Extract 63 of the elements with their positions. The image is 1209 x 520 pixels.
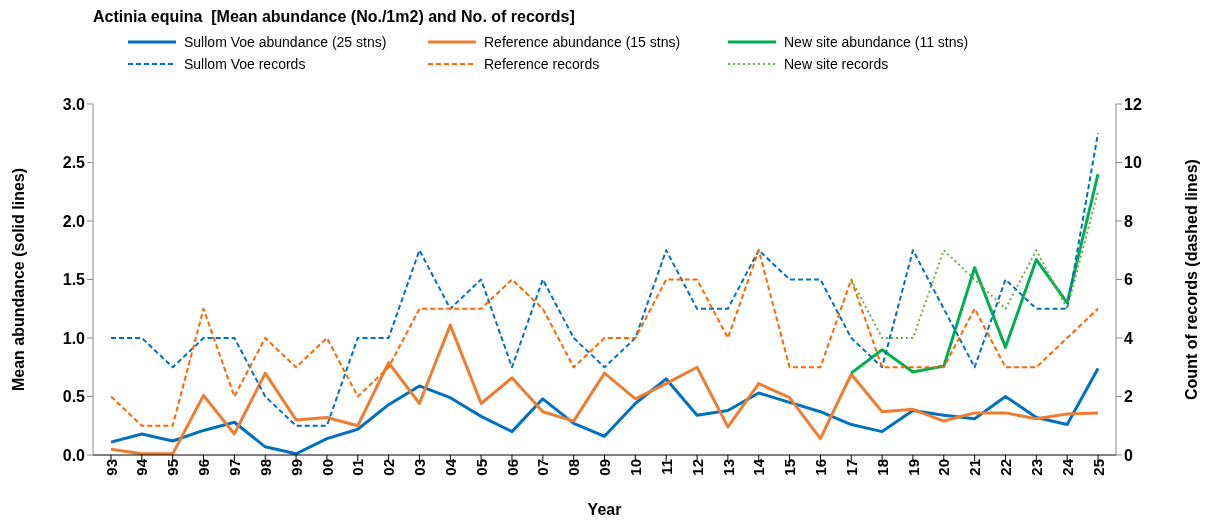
x-tick-label: 17: [842, 459, 860, 476]
x-tick-label: 94: [133, 458, 151, 476]
x-tick-label: 25: [1089, 459, 1107, 476]
line-series: [849, 172, 1100, 375]
y-tick-label: 1.5: [62, 271, 86, 289]
x-tick-label: 20: [935, 459, 953, 476]
x-tick-label: 09: [596, 459, 614, 476]
legend-label: Reference abundance (15 stns): [484, 34, 681, 50]
x-tick-label: 00: [318, 459, 336, 476]
x-tick-label: 24: [1058, 458, 1076, 476]
x-tick-label: 12: [688, 459, 706, 476]
y2-tick-label: 2: [1124, 388, 1133, 406]
y-tick-label: 0.0: [62, 446, 86, 464]
line-series: [110, 132, 1099, 427]
line-series: [109, 366, 1100, 455]
y2-tick-label: 10: [1124, 154, 1142, 172]
y2-tick-label: 0: [1124, 446, 1133, 464]
x-tick-label: 06: [503, 459, 521, 476]
legend-label: Reference records: [484, 56, 600, 72]
x-tick-label: 07: [534, 459, 552, 476]
x-tick-label: 11: [657, 459, 675, 475]
legend-label: New site abundance (11 stns): [784, 34, 969, 50]
y2-axis-title: Count of records (dashed lines): [1182, 159, 1200, 400]
x-tick-label: 18: [873, 459, 891, 476]
y-tick-label: 0.5: [62, 388, 86, 406]
x-tick-label: 03: [411, 459, 429, 476]
x-tick-label: 95: [164, 459, 182, 476]
y2-tick-label: 4: [1124, 329, 1133, 347]
line-series: [110, 249, 1099, 427]
x-tick-label: 01: [349, 459, 367, 476]
y-tick-label: 2.0: [62, 212, 86, 230]
x-tick-label: 04: [441, 458, 459, 476]
x-tick-label: 23: [1027, 459, 1045, 476]
legend-label: Sullom Voe abundance (25 stns): [184, 34, 387, 50]
chart-title: Actinia equina [Mean abundance (No./1m2) and No. of records]: [93, 8, 576, 27]
y-tick-label: 3.0: [62, 95, 86, 113]
x-tick-label: 93: [102, 459, 120, 476]
x-tick-label: 05: [472, 459, 490, 476]
x-tick-label: 14: [750, 458, 768, 476]
x-tick-label: 10: [626, 459, 644, 476]
y-tick-label: 1.0: [62, 329, 86, 347]
y-tick-label: 2.5: [62, 154, 86, 172]
line-series: [109, 323, 1100, 455]
x-tick-label: 22: [997, 459, 1015, 476]
x-tick-label: 16: [812, 459, 830, 476]
y-axis-title: Mean abundance (solid lines): [9, 167, 27, 392]
x-tick-label: 02: [380, 459, 398, 476]
legend-label: Sullom Voe records: [184, 56, 306, 72]
x-tick-label: 99: [287, 459, 305, 476]
x-tick-label: 15: [781, 459, 799, 476]
x-tick-label: 96: [195, 459, 213, 476]
x-tick-label: 19: [904, 459, 922, 476]
legend-label: New site records: [784, 56, 889, 72]
line-series: [850, 190, 1099, 339]
x-tick-label: 97: [226, 459, 244, 476]
x-axis-title: Year: [587, 501, 622, 518]
y2-tick-label: 12: [1124, 95, 1142, 113]
x-tick-label: 21: [966, 459, 984, 476]
x-tick-label: 08: [565, 459, 583, 476]
x-tick-label: 98: [256, 459, 274, 476]
y2-tick-label: 6: [1124, 271, 1133, 289]
x-tick-label: 13: [719, 459, 737, 476]
y2-tick-label: 8: [1124, 212, 1133, 230]
